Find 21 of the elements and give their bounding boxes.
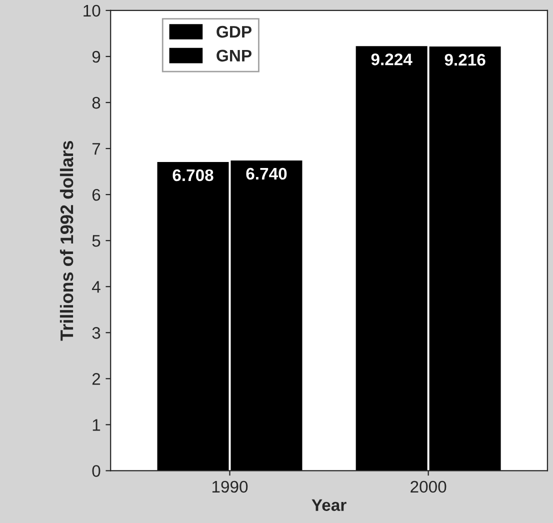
legend-label: GDP: [216, 26, 252, 38]
x-tick-label: 2000: [410, 480, 446, 493]
data-label: 9.216: [444, 54, 486, 66]
data-label: 6.740: [246, 168, 287, 180]
legend-label: GNP: [216, 50, 252, 62]
y-tick-label: 8: [92, 96, 100, 109]
y-tick-label: 3: [92, 327, 100, 339]
y-tick-label: 2: [92, 373, 100, 385]
data-label: 9.224: [371, 54, 412, 66]
y-axis-title: Trillions of 1992 dollars: [60, 140, 74, 341]
x-tick-label: 1990: [212, 480, 248, 493]
y-tick-label: 10: [84, 4, 100, 17]
y-tick-label: 7: [92, 143, 100, 155]
y-tick-label: 1: [92, 419, 100, 431]
y-tick-label: 9: [92, 50, 100, 63]
y-tick-label: 0: [92, 465, 100, 477]
data-label: 6.708: [172, 169, 214, 182]
y-tick-label: 6: [92, 188, 100, 201]
y-tick-label: 4: [92, 281, 100, 293]
x-axis-title: Year: [312, 499, 346, 511]
y-tick-label: 5: [92, 235, 100, 247]
